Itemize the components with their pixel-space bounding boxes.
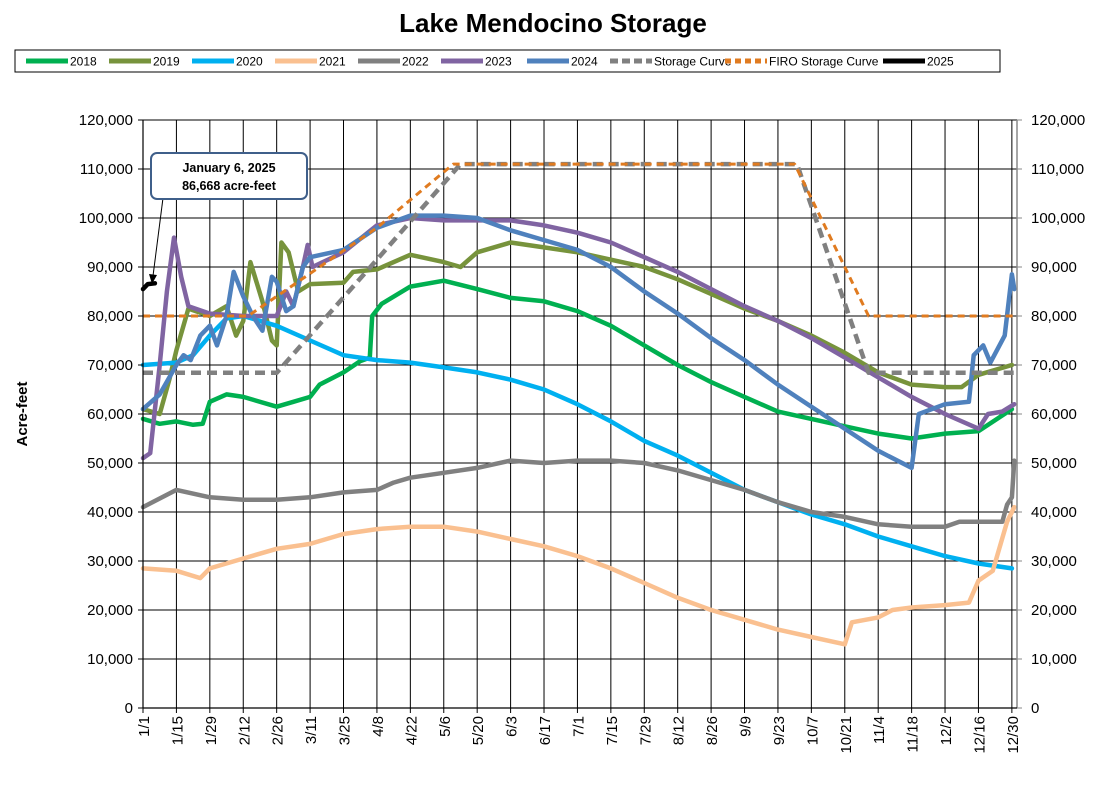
x-tick-label: 3/25 — [337, 716, 354, 745]
x-tick-label: 9/23 — [771, 716, 788, 745]
x-tick-label: 4/22 — [403, 716, 420, 745]
y-tick-label: 50,000 — [87, 455, 133, 472]
callout-box — [150, 152, 308, 200]
x-tick-label: 9/9 — [738, 716, 755, 737]
x-tick-label: 3/11 — [303, 716, 320, 744]
chart-title: Lake Mendocino Storage — [399, 8, 707, 38]
x-tick-label: 11/4 — [871, 716, 888, 744]
x-tick-label: 10/21 — [838, 716, 855, 754]
y2-tick-label: 40,000 — [1031, 504, 1077, 521]
y2-tick-label: 100,000 — [1031, 210, 1085, 227]
x-tick-label: 10/7 — [804, 716, 821, 745]
x-tick-label: 7/15 — [604, 716, 621, 745]
callout-value: 86,668 acre-feet — [182, 179, 277, 193]
legend-label: 2019 — [153, 55, 180, 69]
x-tick-label: 11/18 — [905, 716, 922, 752]
y-tick-label: 60,000 — [87, 406, 133, 423]
y2-tick-label: 70,000 — [1031, 357, 1077, 374]
y2-tick-label: 20,000 — [1031, 602, 1077, 619]
y-tick-label: 30,000 — [87, 553, 133, 570]
x-tick-label: 12/16 — [971, 716, 988, 754]
series-lines — [140, 161, 1017, 647]
legend-label: 2024 — [571, 55, 598, 69]
y-axis-label: Acre-feet — [14, 381, 31, 446]
series-2019 — [140, 240, 1015, 417]
legend-box — [14, 49, 1001, 73]
x-tick-label: 5/20 — [470, 716, 487, 745]
y-tick-label: 110,000 — [80, 161, 133, 178]
x-tick-label: 6/3 — [504, 716, 521, 737]
series-2025 — [140, 281, 158, 292]
legend-label: Storage Curve — [654, 55, 732, 69]
x-tick-label: 2/26 — [270, 716, 287, 745]
legend-label: 2020 — [236, 55, 263, 69]
grid — [142, 119, 1017, 709]
x-tick-label: 2/12 — [236, 716, 253, 745]
series-2023 — [140, 215, 1017, 461]
legend-label: 2023 — [485, 55, 512, 69]
callout-arrow — [152, 197, 164, 277]
y2-tick-label: 30,000 — [1031, 553, 1077, 570]
legend-label: 2025 — [927, 55, 954, 69]
series-2021 — [140, 504, 1017, 647]
y-tick-label: 0 — [125, 700, 133, 717]
callout-arrowhead — [149, 274, 157, 284]
legend-label: 2022 — [402, 55, 429, 69]
y-tick-label: 10,000 — [87, 651, 133, 668]
series-2024 — [140, 213, 1017, 471]
legend-label: 2018 — [70, 55, 97, 69]
legend-label: FIRO Storage Curve — [769, 55, 879, 69]
x-tick-label: 8/12 — [671, 716, 688, 745]
axes: 0 0 10,000 10,000 20,000 20,000 30,000 30,000 40… — [79, 112, 1085, 754]
x-tick-label: 7/29 — [637, 716, 654, 745]
y2-tick-label: 10,000 — [1031, 651, 1077, 668]
y-tick-label: 100,000 — [79, 210, 133, 227]
y2-tick-label: 50,000 — [1031, 455, 1077, 472]
series-2018 — [140, 278, 1015, 441]
series-2022 — [140, 458, 1017, 529]
y2-tick-label: 80,000 — [1031, 308, 1077, 325]
x-tick-label: 8/26 — [704, 716, 721, 745]
y2-tick-label: 0 — [1031, 700, 1039, 717]
y2-tick-label: 110,000 — [1031, 161, 1084, 178]
x-tick-label: 6/17 — [537, 716, 554, 745]
x-tick-label: 4/8 — [370, 716, 387, 737]
x-tick-label: 1/1 — [136, 716, 153, 737]
y-tick-label: 120,000 — [79, 112, 133, 129]
y-tick-label: 80,000 — [87, 308, 133, 325]
y-tick-label: 20,000 — [87, 602, 133, 619]
series-storage-curve — [143, 161, 1015, 376]
series-firo-storage-curve — [143, 162, 1015, 318]
x-tick-label: 1/15 — [169, 716, 186, 745]
y-tick-label: 70,000 — [87, 357, 133, 374]
y-tick-label: 40,000 — [87, 504, 133, 521]
x-tick-label: 7/1 — [570, 716, 587, 737]
x-tick-label: 5/6 — [437, 716, 454, 737]
callout-date: January 6, 2025 — [182, 161, 275, 175]
x-tick-label: 1/29 — [203, 716, 220, 745]
x-tick-label: 12/30 — [1005, 716, 1022, 754]
annotation-callout: January 6, 2025 86,668 acre-feet — [149, 152, 308, 284]
legend-label: 2021 — [319, 55, 346, 69]
legend: 2018 2019 2020 2021 2022 2023 2024 Storage Curv… — [14, 49, 1001, 73]
y-tick-label: 90,000 — [87, 259, 133, 276]
y2-tick-label: 90,000 — [1031, 259, 1077, 276]
y2-tick-label: 120,000 — [1031, 112, 1085, 129]
x-tick-label: 12/2 — [938, 716, 955, 745]
y2-tick-label: 60,000 — [1031, 406, 1077, 423]
